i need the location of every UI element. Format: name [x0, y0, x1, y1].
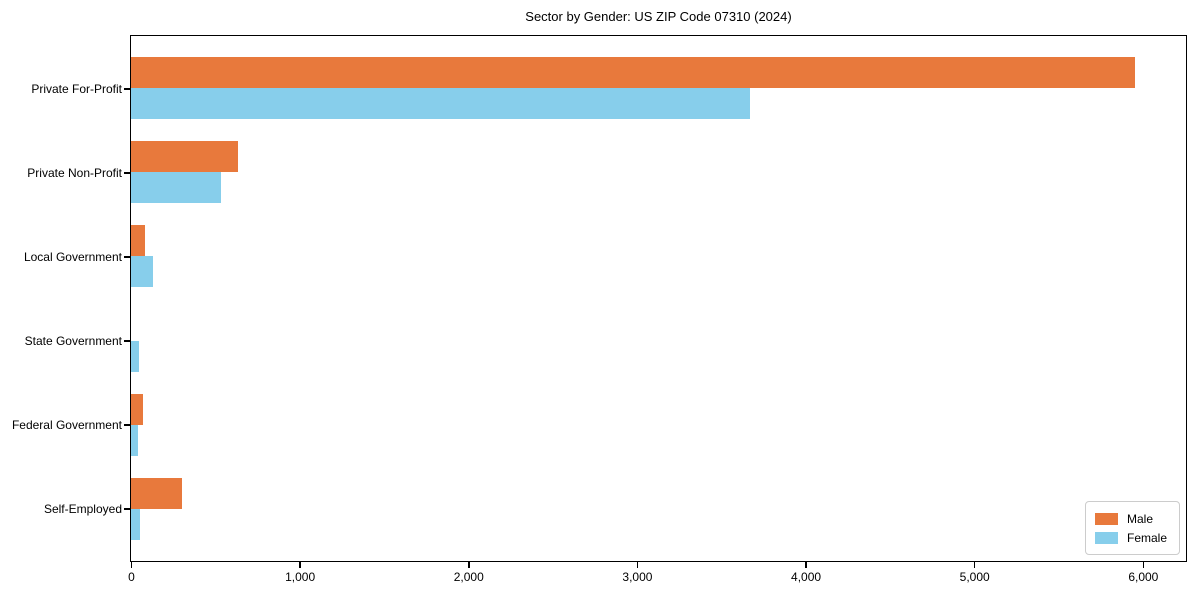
bar-female-3 [131, 256, 153, 288]
x-axis-tick-mark [636, 562, 639, 568]
x-axis-tick-label: 5,000 [959, 570, 990, 584]
x-axis-tick-mark [468, 562, 470, 568]
bar-male-1 [131, 57, 1136, 89]
x-axis-tick-label: 0 [128, 570, 135, 584]
y-axis-label: Private Non-Profit [27, 165, 122, 180]
y-axis-tick-mark [124, 340, 130, 342]
bars-layer [131, 36, 1186, 561]
y-axis-tick-mark [124, 424, 130, 426]
bar-male-5 [131, 393, 143, 425]
bar-female-2 [131, 172, 222, 204]
bar-female-6 [131, 508, 141, 540]
y-axis-label: State Government [24, 334, 122, 349]
legend-label: Female [1126, 530, 1167, 545]
x-axis-tick-label: 4,000 [791, 570, 822, 584]
legend-label: Male [1126, 511, 1153, 526]
legend-swatch-male [1094, 512, 1118, 525]
x-axis-tick-mark [299, 562, 301, 568]
legend-item-male: Male [1094, 509, 1167, 528]
y-axis-tick-mark [124, 88, 130, 90]
x-axis-tick-mark [130, 562, 133, 568]
x-axis: 0 1,000 2,000 3,000 4,000 5,000 6,000 [128, 562, 1187, 592]
bar-male-2 [131, 141, 239, 173]
bar-male-3 [131, 225, 146, 257]
x-axis-tick-mark [805, 562, 807, 568]
y-axis-tick-mark [124, 256, 130, 258]
x-axis-tick-label: 6,000 [1128, 570, 1159, 584]
x-axis-tick-label: 3,000 [622, 570, 653, 584]
y-axis-label: Federal Government [11, 418, 122, 433]
x-axis-tick-mark [973, 562, 976, 568]
bar-female-5 [131, 424, 138, 456]
plot-area: Male Female [130, 35, 1187, 562]
x-axis-tick-mark [1142, 562, 1145, 568]
x-axis-tick-label: 2,000 [453, 570, 484, 584]
y-axis-tick-mark [124, 508, 130, 510]
bar-female-4 [131, 340, 139, 372]
x-axis-tick-label: 1,000 [285, 570, 316, 584]
bar-male-6 [131, 477, 183, 509]
y-axis-tick-mark [124, 172, 130, 174]
y-axis-label: Self-Employed [43, 502, 122, 517]
legend-swatch-female [1094, 531, 1118, 544]
y-axis-label: Private For-Profit [31, 81, 122, 96]
legend: Male Female [1084, 501, 1180, 555]
y-axis-label: Local Government [23, 249, 122, 264]
chart-title: Sector by Gender: US ZIP Code 07310 (202… [525, 9, 792, 24]
legend-item-female: Female [1094, 528, 1167, 547]
bar-female-1 [131, 88, 751, 120]
